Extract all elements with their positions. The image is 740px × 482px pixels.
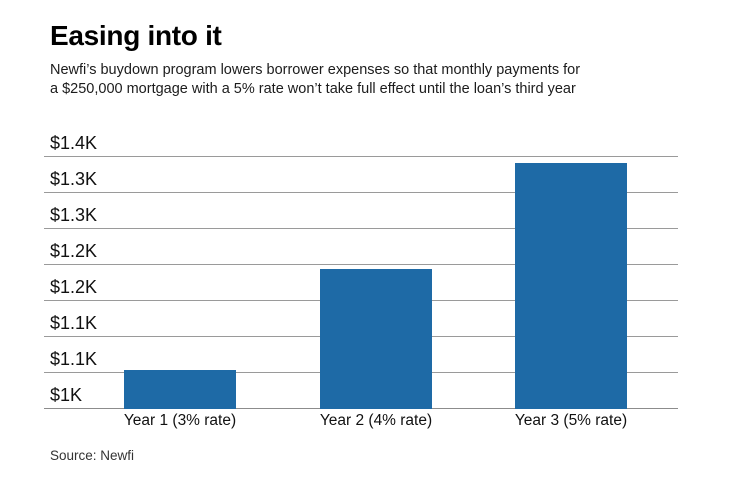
y-tick-label: $1.1K <box>50 349 98 369</box>
y-tick-label: $1.2K <box>50 277 98 297</box>
chart-subtitle-line-2: a $250,000 mortgage with a 5% rate won’t… <box>50 80 576 97</box>
y-tick-label: $1.3K <box>50 169 98 189</box>
bar-3 <box>515 162 627 409</box>
y-tick-label: $1.3K <box>50 205 98 225</box>
gridline <box>44 192 678 193</box>
x-category-label-3: Year 3 (5% rate) <box>514 412 628 429</box>
y-tick-label: $1K <box>50 385 83 405</box>
y-tick-label: $1.1K <box>50 313 98 333</box>
bar-2 <box>320 269 432 409</box>
source-note: Source: Newfi <box>50 448 135 463</box>
chart-title: Easing into it <box>50 20 222 51</box>
chart-subtitle: Newfi’s buydown program lowers borrower … <box>50 61 580 98</box>
gridline <box>44 228 678 229</box>
bar-1 <box>124 370 236 409</box>
x-category-label-2: Year 2 (4% rate) <box>319 412 433 429</box>
gridline <box>44 264 678 265</box>
chart-subtitle-line-1: Newfi’s buydown program lowers borrower … <box>50 62 581 78</box>
plot-area: $1K $1.1K $1.1K $1.2K $1.2K $1.3K $1.3K $1.4K <box>44 133 678 409</box>
y-tick-label: $1.2K <box>50 241 98 261</box>
x-category-label-1: Year 1 (3% rate) <box>123 412 237 429</box>
y-tick-label: $1.4K <box>50 133 98 153</box>
gridline <box>44 156 678 157</box>
